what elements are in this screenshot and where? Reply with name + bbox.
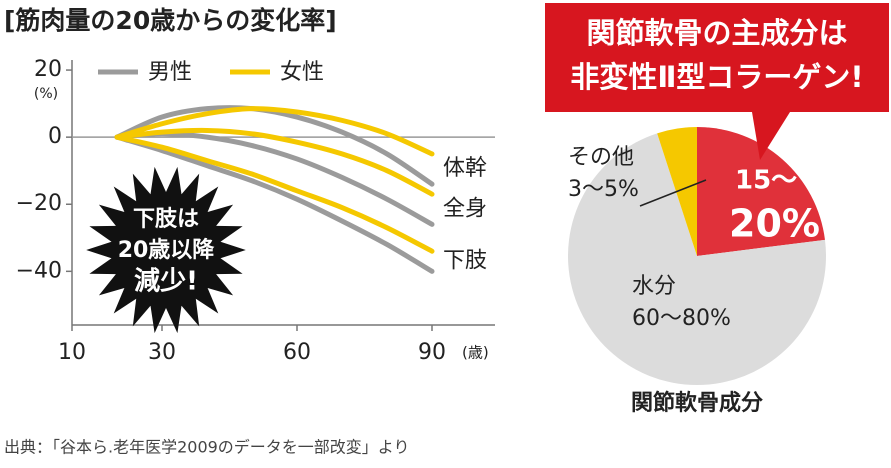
legend-label: 男性 bbox=[148, 60, 192, 85]
line-series bbox=[114, 106, 435, 157]
legend-label: 女性 bbox=[280, 60, 324, 85]
callout-text: 非変性Ⅱ型コラーゲン! bbox=[570, 60, 863, 94]
source: 出典：「谷本ら.老年医学2009のデータを一部改変」より bbox=[4, 438, 410, 457]
slice-label: 水分 bbox=[632, 274, 676, 299]
y-tick-label: 20 bbox=[34, 57, 62, 82]
callout-text: 関節軟骨の主成分は bbox=[586, 16, 847, 50]
line-series bbox=[114, 127, 435, 197]
slice-value-label: 15〜 bbox=[735, 166, 797, 196]
group-label: 体幹 bbox=[443, 156, 487, 181]
x-unit: (歳) bbox=[462, 344, 489, 362]
line-series bbox=[114, 134, 435, 274]
slice-value-label: 3〜5% bbox=[568, 177, 639, 202]
pie-slice bbox=[697, 127, 825, 256]
slice-value-label: 20% bbox=[729, 202, 820, 246]
slice-value-label: 60〜80% bbox=[632, 306, 731, 331]
x-tick-label: 90 bbox=[418, 340, 446, 365]
group-label: 下肢 bbox=[443, 248, 487, 273]
leader-line bbox=[639, 179, 707, 207]
group-label: 全身 bbox=[443, 196, 487, 221]
y-tick-label: −40 bbox=[16, 258, 62, 283]
pie-caption: 関節軟骨成分 bbox=[631, 390, 763, 416]
annotation: 減少! bbox=[134, 267, 198, 297]
pie-slice bbox=[568, 133, 826, 385]
x-tick-label: 10 bbox=[58, 340, 86, 365]
line-title: [筋肉量の20歳からの変化率] bbox=[4, 6, 337, 35]
x-tick-label: 30 bbox=[148, 340, 176, 365]
y-unit: (%) bbox=[34, 86, 58, 102]
annotation: 下肢は bbox=[133, 207, 199, 232]
callout-box bbox=[545, 3, 889, 160]
x-tick-label: 60 bbox=[283, 340, 311, 365]
starburst bbox=[86, 166, 246, 334]
slice-label: その他 bbox=[568, 145, 634, 170]
line-series bbox=[114, 134, 435, 254]
y-tick-label: −20 bbox=[16, 191, 62, 216]
annotation: 20歳以降 bbox=[118, 238, 216, 263]
y-tick-label: 0 bbox=[48, 124, 62, 149]
